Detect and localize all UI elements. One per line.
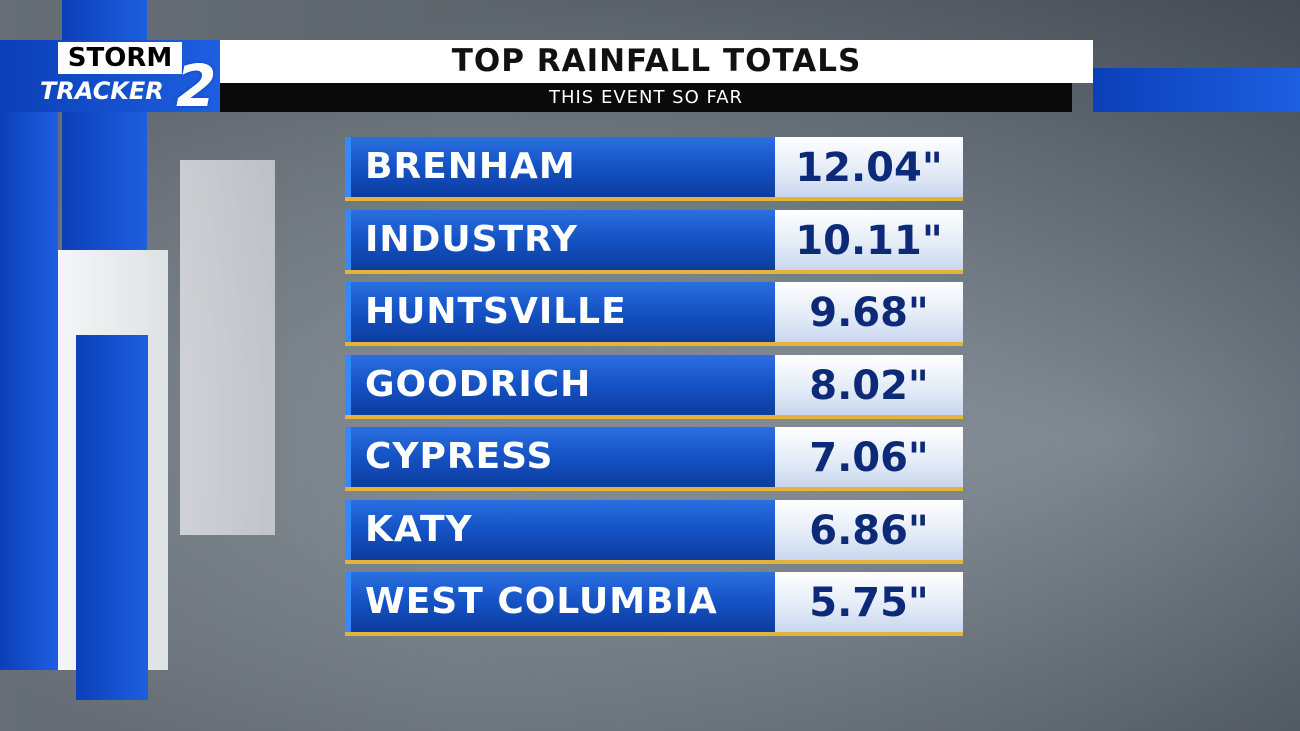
location: GOODRICH bbox=[345, 354, 775, 415]
location: WEST COLUMBIA bbox=[345, 572, 775, 632]
deco-bar bbox=[180, 160, 275, 535]
row-underline bbox=[345, 197, 963, 201]
row-underline bbox=[345, 414, 963, 419]
location: HUNTSVILLE bbox=[345, 282, 775, 342]
logo-line1: STORM bbox=[58, 42, 182, 74]
rainfall-total: 10.11" bbox=[775, 209, 963, 270]
rainfall-total: 8.02" bbox=[775, 354, 963, 415]
location: BRENHAM bbox=[345, 137, 775, 197]
row-underline bbox=[345, 487, 963, 491]
rainfall-total: 7.06" bbox=[775, 427, 963, 487]
rainfall-total: 9.68" bbox=[775, 282, 963, 342]
row-underline bbox=[345, 559, 963, 564]
table-row: GOODRICH 8.02" bbox=[345, 354, 963, 419]
rainfall-total: 6.86" bbox=[775, 499, 963, 560]
logo-number: 2 bbox=[176, 52, 217, 120]
rainfall-total: 5.75" bbox=[775, 572, 963, 632]
row-underline bbox=[345, 632, 963, 636]
table-row: KATY 6.86" bbox=[345, 499, 963, 564]
location: KATY bbox=[345, 499, 775, 560]
table-row: BRENHAM 12.04" bbox=[345, 137, 963, 201]
row-underline bbox=[345, 342, 963, 346]
table-row: WEST COLUMBIA 5.75" bbox=[345, 572, 963, 636]
location: CYPRESS bbox=[345, 427, 775, 487]
location: INDUSTRY bbox=[345, 209, 775, 270]
deco-bar bbox=[0, 40, 58, 670]
title: TOP RAINFALL TOTALS bbox=[220, 40, 1093, 83]
rainfall-total: 12.04" bbox=[775, 137, 963, 197]
deco-bar bbox=[76, 335, 148, 700]
subtitle: THIS EVENT SO FAR bbox=[220, 83, 1072, 112]
deco-bar bbox=[62, 0, 147, 250]
table-row: CYPRESS 7.06" bbox=[345, 427, 963, 491]
table-row: INDUSTRY 10.11" bbox=[345, 209, 963, 274]
logo-line2: TRACKER bbox=[40, 77, 164, 105]
deco-bar bbox=[1093, 68, 1300, 112]
row-underline bbox=[345, 269, 963, 274]
table-row: HUNTSVILLE 9.68" bbox=[345, 282, 963, 346]
